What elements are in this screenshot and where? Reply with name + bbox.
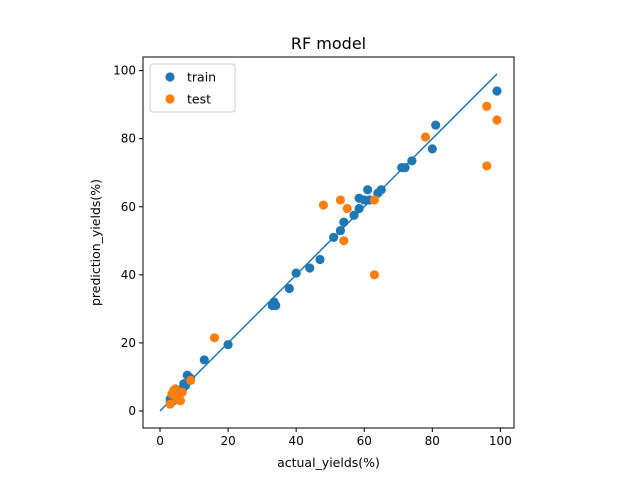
test-point <box>165 399 175 409</box>
train-point <box>335 225 346 236</box>
train-point <box>339 217 349 227</box>
legend-label-test: test <box>187 92 211 107</box>
y-tick-label: 40 <box>121 268 136 282</box>
test-point <box>482 101 492 111</box>
train-point <box>199 355 209 365</box>
test-point <box>369 195 380 205</box>
y-axis-label: prediction_yields(%) <box>88 179 103 306</box>
chart-title: RF model <box>291 34 366 53</box>
test-point <box>209 333 220 343</box>
train-point <box>407 156 417 166</box>
x-tick-label: 80 <box>425 434 440 448</box>
train-point <box>305 263 315 273</box>
test-point <box>175 396 186 406</box>
test-point <box>420 132 431 142</box>
train-point <box>315 254 325 265</box>
y-axis-ticks: 0 20 40 60 80 100 <box>113 64 143 418</box>
x-axis-label: actual_yields(%) <box>277 455 380 470</box>
test-point <box>339 236 349 246</box>
train-point <box>329 232 339 242</box>
train-point <box>284 283 294 294</box>
y-tick-label: 0 <box>128 404 136 418</box>
train-point <box>400 163 410 173</box>
y-tick-label: 100 <box>113 64 136 78</box>
train-point <box>492 86 502 96</box>
y-tick-label: 20 <box>121 336 136 350</box>
train-point <box>363 185 373 195</box>
train-point <box>349 210 359 220</box>
x-tick-label: 40 <box>289 434 304 448</box>
train-point <box>431 120 441 130</box>
train-point <box>291 268 301 278</box>
legend-label-train: train <box>187 70 216 85</box>
plot-frame <box>142 56 515 429</box>
test-point <box>369 270 380 280</box>
y-tick-label: 60 <box>121 200 136 214</box>
x-tick-label: 60 <box>357 434 372 448</box>
train-point <box>271 300 281 311</box>
test-point <box>186 375 196 385</box>
y-tick-label: 80 <box>121 132 136 146</box>
test-point <box>482 161 492 171</box>
test-point <box>342 203 352 214</box>
train-point <box>354 203 364 214</box>
train-point <box>376 185 386 195</box>
series-test <box>165 101 502 409</box>
test-point <box>318 200 328 210</box>
test-point <box>170 384 180 394</box>
train-point <box>223 340 233 350</box>
legend: train test <box>149 63 236 113</box>
x-tick-label: 0 <box>156 434 164 448</box>
identity-line <box>159 73 498 412</box>
legend-marker-train <box>165 72 175 82</box>
test-point <box>335 195 346 205</box>
test-point <box>177 387 187 397</box>
plot-area <box>159 73 502 412</box>
x-tick-label: 20 <box>220 434 235 448</box>
test-point <box>492 115 502 125</box>
x-tick-label: 100 <box>489 434 512 448</box>
x-axis-ticks: 0 20 40 60 80 100 <box>156 428 512 448</box>
train-point <box>427 144 437 154</box>
legend-marker-test <box>165 94 175 104</box>
